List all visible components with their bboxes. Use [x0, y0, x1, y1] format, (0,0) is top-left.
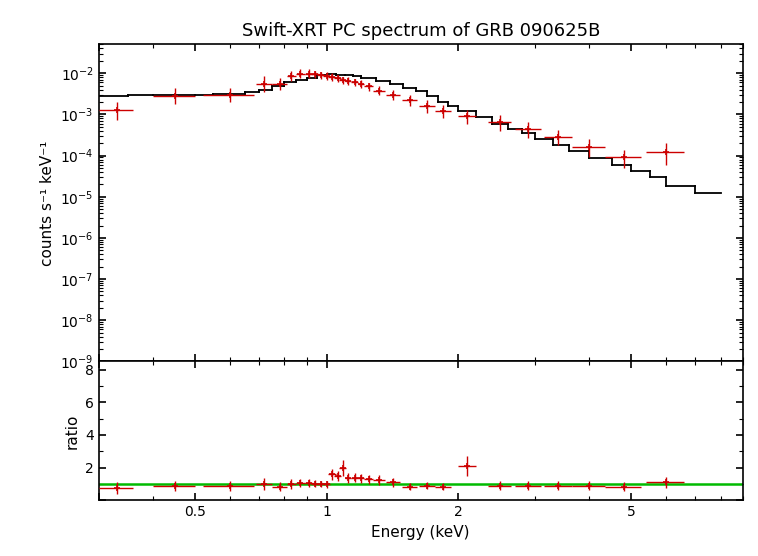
Y-axis label: counts s⁻¹ keV⁻¹: counts s⁻¹ keV⁻¹ — [39, 140, 55, 266]
X-axis label: Energy (keV): Energy (keV) — [371, 525, 470, 540]
Title: Swift-XRT PC spectrum of GRB 090625B: Swift-XRT PC spectrum of GRB 090625B — [242, 22, 600, 40]
Y-axis label: ratio: ratio — [64, 413, 80, 449]
